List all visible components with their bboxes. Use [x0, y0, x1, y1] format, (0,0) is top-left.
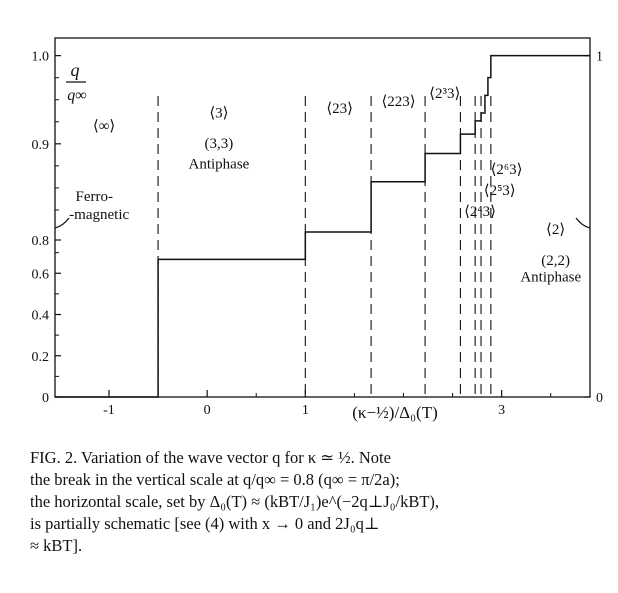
phase-label: ⟨3⟩ — [209, 105, 228, 121]
right-tick-label: 0 — [596, 391, 603, 406]
y-label-denominator: q∞ — [67, 87, 86, 104]
phase-label: ⟨223⟩ — [381, 94, 415, 110]
axis-ticks: 0 0.2 0.4 0.6 0.8 0.9 1.0 -1 0 1 3 1 0 — [32, 50, 604, 418]
x-tick-label: 1 — [302, 403, 309, 418]
step-curve — [55, 54, 590, 398]
x-tick-label: -1 — [103, 403, 115, 418]
phase-label: ⟨2⁵3⟩ — [484, 183, 516, 199]
phase-label: (3,3) — [205, 136, 234, 152]
phase-label: ⟨2⁶3⟩ — [491, 162, 523, 178]
phase-label: Antiphase — [189, 157, 250, 173]
phase-label: Ferro- — [76, 189, 114, 205]
y-tick-label: 0.4 — [32, 309, 50, 324]
phase-label: ⟨23⟩ — [326, 101, 353, 117]
phase-annotations: ⟨∞⟩ Ferro- -magnetic ⟨3⟩ (3,3) Antiphase ⟨23⟩ ⟨… — [69, 86, 581, 286]
wave-vector-chart: 0 0.2 0.4 0.6 0.8 0.9 1.0 -1 0 1 3 1 0 ⟨∞⟩ Ferro- -mag… — [32, 37, 604, 422]
x-axis-label: (κ−½)/Δ₀(T) — [352, 403, 438, 422]
phase-label: ⟨2⁴3⟩ — [464, 204, 496, 220]
phase-label: -magnetic — [69, 207, 129, 223]
axis-break-mark — [54, 217, 70, 229]
x-tick-label: 0 — [204, 403, 211, 418]
y-tick-label: 0.2 — [32, 350, 50, 365]
y-tick-label: 0 — [42, 391, 49, 406]
y-tick-label: 1.0 — [32, 50, 50, 65]
plot-frame — [54, 37, 591, 398]
phase-label: ⟨∞⟩ — [93, 119, 115, 135]
axes-frame — [54, 37, 591, 398]
right-tick-label: 1 — [596, 50, 603, 65]
phase-label: Antiphase — [520, 270, 581, 286]
caption-line-2: the break in the vertical scale at q/q∞ … — [30, 470, 400, 489]
y-tick-label: 0.6 — [32, 267, 50, 282]
caption-line-3: the horizontal scale, set by Δ₀(T) ≈ (kB… — [30, 492, 440, 511]
y-label-numerator: q — [71, 60, 80, 80]
caption-line-5: ≈ kBT]. — [30, 536, 83, 555]
phase-label: (2,2) — [541, 253, 570, 269]
phase-label: ⟨2³3⟩ — [429, 86, 460, 102]
caption-line-1: FIG. 2. Variation of the wave vector q f… — [30, 448, 391, 467]
phase-label: ⟨2⟩ — [546, 222, 565, 238]
figure-caption: FIG. 2. Variation of the wave vector q f… — [30, 447, 605, 557]
x-tick-label: 3 — [498, 403, 505, 418]
y-tick-label: 0.9 — [32, 138, 50, 153]
axis-labels: q q∞ (κ−½)/Δ₀(T) — [66, 60, 438, 422]
caption-line-4: is partially schematic [see (4) with x →… — [30, 514, 380, 533]
axis-break-mark — [575, 217, 591, 229]
step-line — [55, 54, 590, 398]
y-tick-label: 0.8 — [32, 234, 50, 249]
